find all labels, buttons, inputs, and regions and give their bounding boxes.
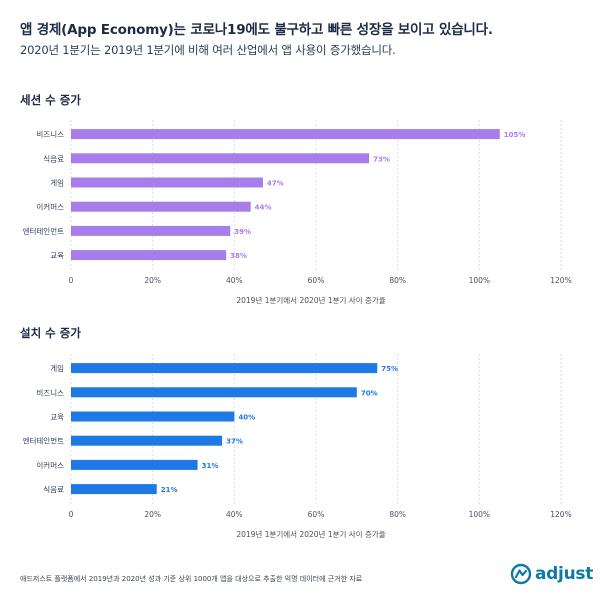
installs-bar <box>71 363 378 374</box>
sessions-value-label: 39% <box>234 228 251 236</box>
installs-chart-title: 설치 수 증가 <box>20 326 81 340</box>
sessions-category-label: 이커머스 <box>36 202 64 212</box>
sessions-value-label: 47% <box>267 180 284 188</box>
sessions-bar <box>71 201 251 212</box>
sessions-category-label: 교육 <box>50 251 64 260</box>
sessions-value-label: 73% <box>373 155 390 163</box>
installs-x-tick-label: 80% <box>389 510 406 519</box>
page-headline: 앱 경제(App Economy)는 코로나19에도 불구하고 빠른 성장을 보… <box>20 22 493 38</box>
installs-bar <box>71 411 235 422</box>
installs-x-tick-label: 120% <box>550 510 571 519</box>
installs-value-label: 21% <box>161 486 178 494</box>
adjust-logo-icon <box>510 563 532 585</box>
installs-value-label: 70% <box>361 389 378 397</box>
installs-x-tick-label: 100% <box>469 510 490 519</box>
sessions-bar <box>71 225 231 236</box>
sessions-value-label: 44% <box>255 204 272 212</box>
adjust-logo-text: adjust <box>535 564 594 584</box>
page-subheadline: 2020년 1분기는 2019년 1분기에 비해 여러 산업에서 앱 사용이 증… <box>20 43 396 57</box>
sessions-x-tick-label: 0 <box>69 276 74 285</box>
installs-x-axis-title: 2019년 1분기에서 2020년 1분기 사이 증가율 <box>236 529 385 539</box>
sessions-category-label: 식음료 <box>43 154 64 163</box>
sessions-category-label: 엔터테인먼트 <box>23 226 64 236</box>
installs-value-label: 40% <box>238 414 255 422</box>
sessions-x-tick-label: 120% <box>550 276 571 285</box>
installs-bar <box>71 459 198 470</box>
sessions-bar <box>71 177 263 188</box>
sessions-x-tick-label: 20% <box>144 276 161 285</box>
adjust-logo: adjust <box>510 563 593 585</box>
installs-value-label: 31% <box>202 462 219 470</box>
sessions-growth-chart: 0 20% 40% 60% 80% 100% 120% 비즈니스 105% 식음료 73% 게임 47%… <box>23 120 572 305</box>
sessions-x-tick-label: 40% <box>226 276 243 285</box>
installs-bar <box>71 484 157 495</box>
sessions-bar <box>71 129 500 140</box>
sessions-x-tick-label: 100% <box>469 276 490 285</box>
installs-category-label: 교육 <box>50 413 64 422</box>
installs-bar <box>71 435 223 446</box>
installs-value-label: 75% <box>381 365 398 373</box>
installs-category-label: 게임 <box>50 363 64 373</box>
installs-x-tick-label: 20% <box>144 510 161 519</box>
installs-growth-chart: 0 20% 40% 60% 80% 100% 120% 게임 75% 비즈니스 70% 교육 40% 엔터… <box>23 354 572 539</box>
sessions-x-tick-label: 80% <box>389 276 406 285</box>
sessions-chart-title: 세션 수 증가 <box>20 93 81 107</box>
installs-category-label: 엔터테인먼트 <box>23 436 64 446</box>
sessions-bar <box>71 153 370 164</box>
installs-bar <box>71 387 357 398</box>
installs-category-label: 이커머스 <box>36 460 64 470</box>
installs-x-tick-label: 60% <box>308 510 325 519</box>
sessions-value-label: 105% <box>504 131 526 139</box>
installs-x-tick-label: 0 <box>69 510 74 519</box>
installs-category-label: 비즈니스 <box>36 388 64 397</box>
footer-note: 애드저스트 플랫폼에서 2019년과 2020년 성과 기준 상위 1000개 … <box>20 575 363 583</box>
sessions-category-label: 비즈니스 <box>36 130 64 139</box>
installs-category-label: 식음료 <box>43 485 64 494</box>
sessions-bar <box>71 250 227 261</box>
sessions-x-tick-label: 60% <box>308 276 325 285</box>
installs-value-label: 37% <box>226 438 243 446</box>
sessions-category-label: 게임 <box>50 178 64 188</box>
sessions-value-label: 38% <box>230 252 247 260</box>
sessions-x-axis-title: 2019년 1분기에서 2020년 1분기 사이 증가율 <box>236 295 385 305</box>
installs-x-tick-label: 40% <box>226 510 243 519</box>
